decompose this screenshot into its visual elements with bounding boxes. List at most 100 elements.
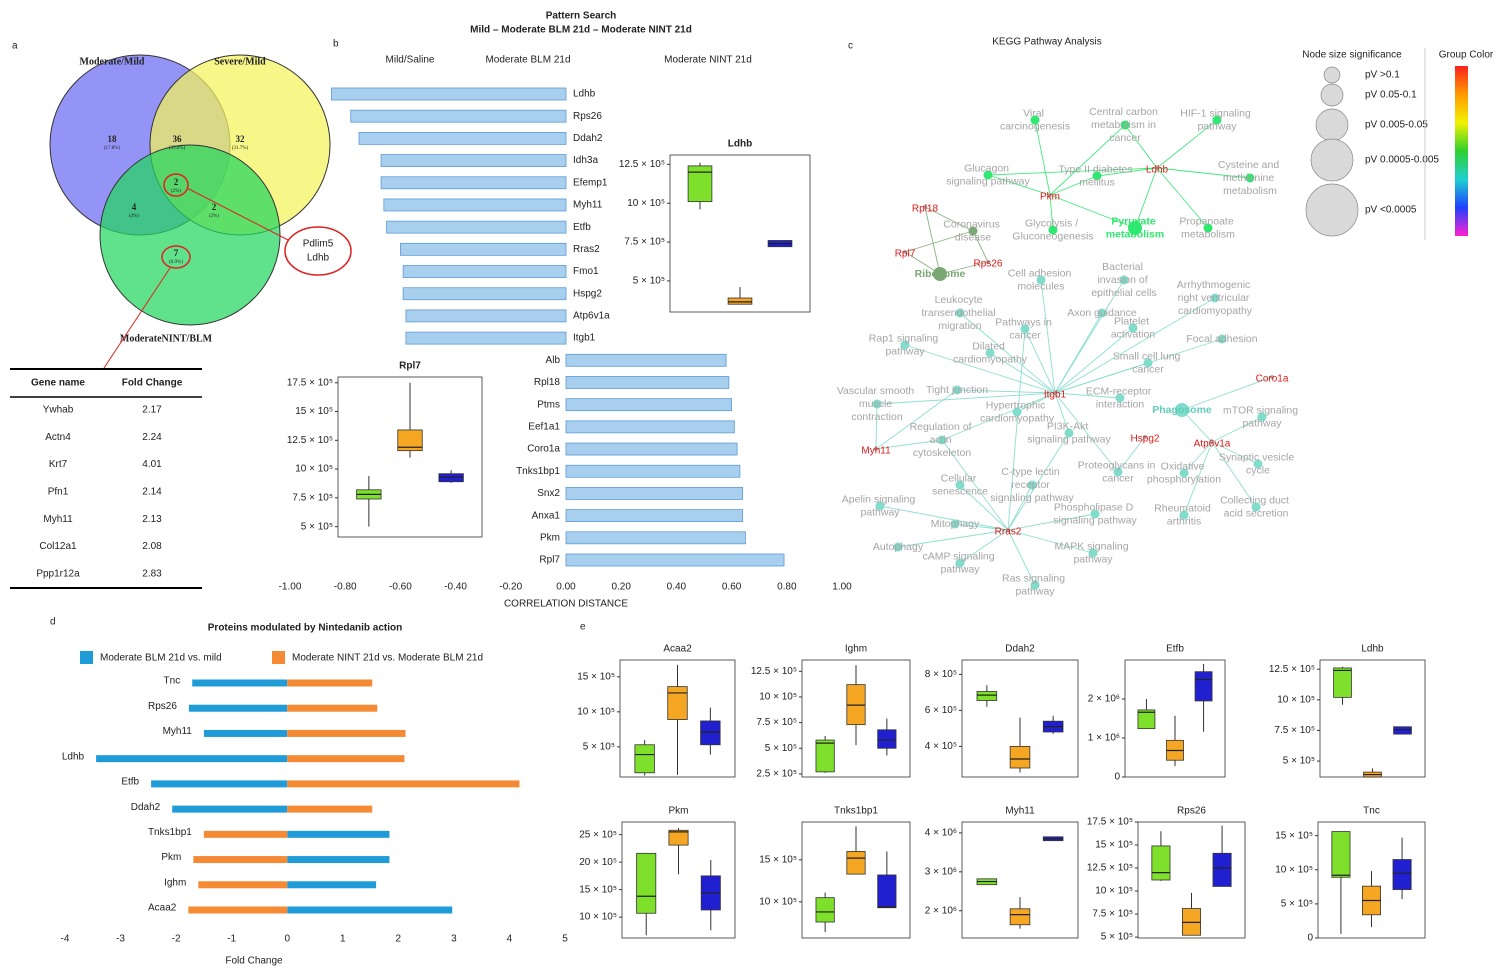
- venn-percent: (31.7%): [232, 146, 249, 151]
- y-tick-label: 4 × 10⁶: [925, 828, 957, 839]
- bar: [188, 704, 288, 712]
- bar: [287, 805, 373, 813]
- y-tick-label: 7.5 × 10⁵: [292, 493, 333, 504]
- y-tick-label: 17.5 × 10⁵: [287, 377, 333, 388]
- pathway-label: C-type lectin receptor signaling pathway: [990, 466, 1074, 504]
- pathway-node: [1048, 225, 1058, 235]
- y-tick-label: 7.5 × 10⁵: [756, 717, 797, 728]
- pathway-label: mTOR signaling pathway: [1223, 404, 1301, 429]
- pathway-node: [985, 348, 995, 358]
- x-tick-label: -0.80: [334, 582, 357, 593]
- category-label: Tnc: [164, 676, 181, 687]
- chart-title: Rps26: [1177, 806, 1206, 817]
- pathway-label: Phagosome: [1152, 404, 1212, 416]
- pathway-label: Leukocyte transendothelial migration: [921, 294, 998, 332]
- y-tick-label: 15 × 10⁵: [295, 406, 333, 417]
- pathway-label: Axon guidance: [1067, 307, 1137, 319]
- pathway-label: Rap1 signaling pathway: [869, 332, 941, 357]
- legend-label: Moderate NINT 21d vs. Moderate BLM 21d: [292, 653, 483, 664]
- category-label: Eef1a1: [528, 421, 560, 432]
- venn-count: 18: [108, 134, 118, 144]
- category-label: Snx2: [537, 488, 560, 499]
- pathway-node: [1090, 509, 1100, 519]
- network-edge: [1016, 392, 1056, 413]
- pathway-node: [1245, 173, 1255, 183]
- box: [667, 686, 688, 720]
- bar: [198, 881, 288, 889]
- y-tick-label: 12.5 × 10⁵: [287, 435, 333, 446]
- network-edge: [1054, 392, 1119, 473]
- pathway-label: Small cell lung cancer: [1113, 350, 1184, 375]
- bar: [287, 780, 520, 788]
- pathway-label: Collecting duct acid secretion: [1220, 494, 1292, 519]
- pathway-label: Type II diabetes mellitus: [1058, 163, 1135, 188]
- network-edge: [956, 389, 1056, 394]
- bar: [203, 830, 288, 838]
- x-tick-label: 0.60: [722, 582, 742, 593]
- category-label: Ddah2: [131, 802, 161, 813]
- pathway-node: [1113, 467, 1123, 477]
- bar: [565, 531, 746, 545]
- network-edge: [1156, 167, 1251, 179]
- pathway-node: [1179, 510, 1189, 520]
- network-edge: [1049, 194, 1136, 229]
- size-legend-node: [1323, 66, 1341, 84]
- x-tick-label: -1: [227, 934, 236, 945]
- network-edge: [1007, 328, 1026, 531]
- pathway-label: Arrhythmogenic right ventricular cardiom…: [1177, 279, 1253, 317]
- pathway-node: [955, 558, 965, 568]
- pathway-label: Viral carcinogenesis: [1000, 107, 1070, 132]
- bar: [287, 856, 390, 864]
- x-tick-label: -1.00: [279, 582, 302, 593]
- y-tick-label: 10 × 10⁵: [759, 692, 797, 703]
- callout-text: Ldhb: [307, 253, 330, 264]
- bar: [287, 906, 453, 914]
- category-label: Ldhb: [62, 751, 85, 762]
- chart-subtitle: Mild – Moderate BLM 21d – Moderate NINT …: [470, 25, 692, 36]
- y-tick-label: 10 × 10⁵: [1095, 886, 1133, 897]
- network-edge: [1007, 484, 1033, 531]
- network-edge: [1181, 376, 1273, 411]
- table-cell: 4.01: [142, 459, 162, 470]
- pathway-node: [937, 435, 947, 445]
- network-edge: [1054, 297, 1216, 394]
- column-label: Moderate NINT 21d: [664, 55, 752, 66]
- network-edge: [879, 505, 1009, 531]
- pathway-node: [1088, 548, 1098, 558]
- venn-set-label: Severe/Mild: [214, 56, 266, 67]
- pathway-label: Propanoate metabolism: [1179, 215, 1236, 240]
- network-edge: [904, 230, 974, 253]
- column-label: Mild/Saline: [386, 55, 435, 66]
- pathway-node: [1120, 120, 1130, 130]
- pathway-node: [1097, 308, 1107, 318]
- callout-text: Pdlim5: [303, 239, 334, 250]
- y-tick-label: 12.5 × 10⁵: [1269, 664, 1315, 675]
- y-tick-label: 20 × 10⁵: [579, 857, 617, 868]
- chart-title: Myh11: [1005, 806, 1035, 817]
- bar: [380, 176, 567, 190]
- y-tick-label: 4 × 10⁵: [925, 741, 957, 752]
- box: [1151, 845, 1171, 881]
- x-tick-label: 0.40: [667, 582, 687, 593]
- pathway-label: Cysteine and methionine metabolism: [1218, 159, 1282, 197]
- bar: [565, 442, 738, 456]
- pathway-node: [1257, 412, 1267, 422]
- category-label: Rps26: [573, 111, 602, 122]
- box: [1137, 709, 1156, 730]
- category-label: Pkm: [540, 532, 560, 543]
- bar: [383, 198, 567, 212]
- panel-label: d: [50, 617, 56, 628]
- bar: [565, 464, 741, 478]
- y-tick-label: 5 × 10⁵: [633, 276, 665, 287]
- network-edge: [1054, 327, 1134, 394]
- x-tick-label: 4: [507, 934, 513, 945]
- size-legend-node: [1320, 83, 1344, 107]
- pathway-node: [1020, 324, 1030, 334]
- table-header: Gene name: [31, 378, 85, 389]
- bar: [565, 553, 785, 567]
- bar: [350, 109, 567, 123]
- panel-label: c: [848, 41, 853, 52]
- box: [1331, 831, 1351, 878]
- category-label: Ighm: [164, 877, 186, 888]
- bar: [405, 309, 567, 323]
